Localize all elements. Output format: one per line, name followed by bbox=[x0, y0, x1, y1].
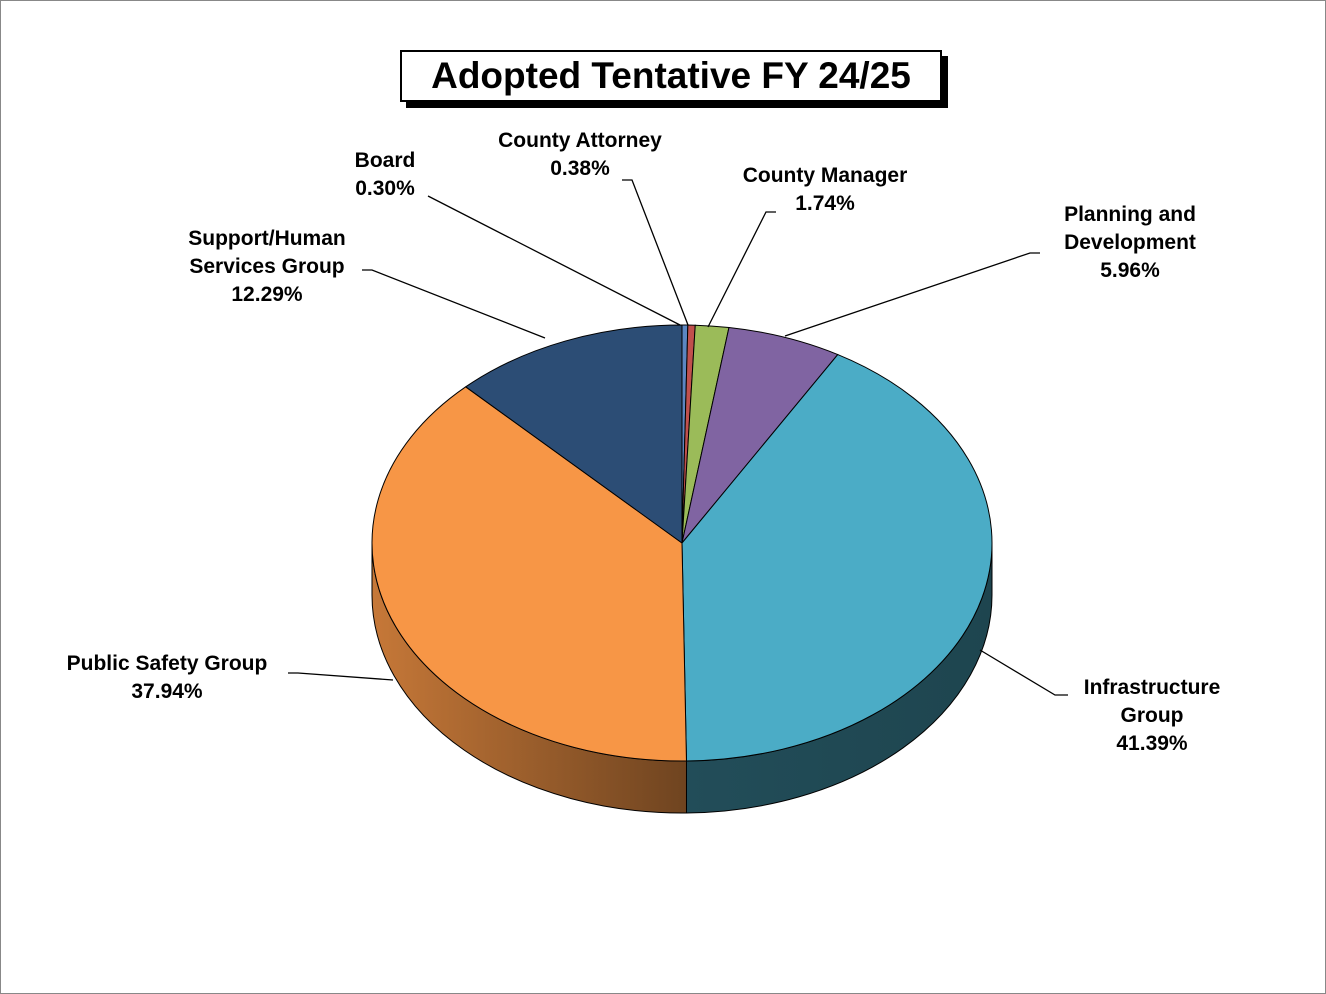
chart-title: Adopted Tentative FY 24/25 bbox=[400, 50, 942, 102]
leader-line bbox=[427, 195, 681, 326]
data-label: Public Safety Group 37.94% bbox=[17, 650, 317, 706]
data-label: Board 0.30% bbox=[325, 147, 445, 203]
category-label: County Manager bbox=[742, 164, 908, 187]
leader-line bbox=[362, 269, 546, 339]
value-label: 0.38% bbox=[550, 157, 610, 180]
leader-line bbox=[707, 211, 776, 328]
category-label: County Attorney bbox=[498, 129, 662, 152]
data-label: Support/Human Services Group 12.29% bbox=[167, 225, 367, 309]
value-label: 0.30% bbox=[355, 177, 415, 200]
category-label: Board bbox=[354, 149, 416, 172]
category-label: Infrastructure Group bbox=[1083, 676, 1221, 727]
data-label: Infrastructure Group 41.39% bbox=[1067, 674, 1237, 758]
value-label: 12.29% bbox=[231, 283, 303, 306]
category-label: Public Safety Group bbox=[66, 652, 268, 675]
data-label: County Manager 1.74% bbox=[710, 162, 940, 218]
pie-slice bbox=[464, 324, 683, 544]
leader-line bbox=[622, 179, 689, 326]
pie-slice bbox=[681, 353, 993, 762]
value-label: 41.39% bbox=[1116, 732, 1188, 755]
data-label: County Attorney 0.38% bbox=[450, 127, 710, 183]
leader-line bbox=[979, 649, 1068, 696]
value-label: 37.94% bbox=[131, 680, 203, 703]
category-label: Planning and Development bbox=[1064, 203, 1196, 254]
leader-line bbox=[288, 672, 394, 681]
value-label: 5.96% bbox=[1100, 259, 1160, 282]
pie-slice bbox=[371, 386, 687, 762]
leader-line bbox=[784, 252, 1040, 337]
value-label: 1.74% bbox=[795, 192, 855, 215]
data-label: Planning and Development 5.96% bbox=[1040, 201, 1220, 285]
category-label: Support/Human Services Group bbox=[188, 227, 346, 278]
